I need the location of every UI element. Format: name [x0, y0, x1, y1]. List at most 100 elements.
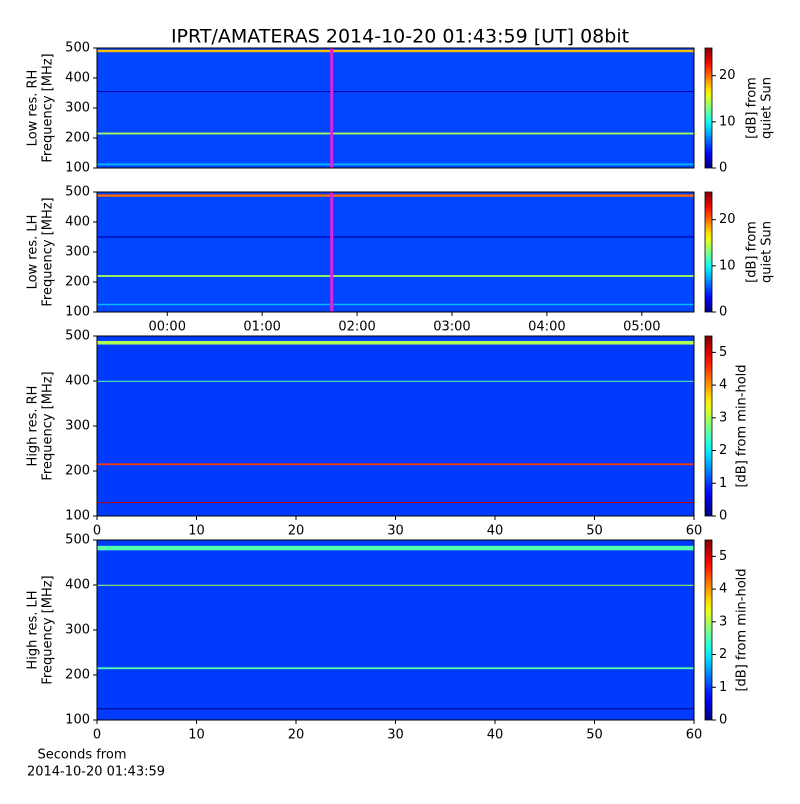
- x-tick-label: 50: [586, 524, 603, 539]
- y-tick-label: 200: [65, 275, 90, 290]
- x-tick-label: 60: [686, 524, 703, 539]
- x-tick-label: 02:00: [338, 320, 375, 335]
- heatmap-background: [97, 192, 694, 312]
- colorbar-label: [dB] from: [745, 221, 760, 283]
- x-tick-label: 60: [686, 728, 703, 743]
- y-tick-label: 100: [65, 161, 90, 176]
- heatmap-band: [97, 502, 694, 504]
- y-axis-label: High res. LH: [26, 590, 41, 669]
- x-tick-label: 20: [288, 524, 305, 539]
- colorbar-tick-label: 10: [719, 114, 736, 129]
- y-tick-label: 200: [65, 668, 90, 683]
- x-tick-label: 50: [586, 728, 603, 743]
- colorbar-tick-label: 2: [719, 647, 727, 662]
- x-tick-label: 40: [487, 524, 504, 539]
- colorbar: [704, 539, 713, 721]
- heatmap-band: [97, 340, 694, 345]
- colorbar-tick-label: 1: [719, 476, 727, 491]
- y-tick-label: 300: [65, 419, 90, 434]
- x-tick-label: 10: [188, 728, 205, 743]
- colorbar-tick-label: 5: [719, 549, 727, 564]
- x-tick-label: 03:00: [433, 320, 470, 335]
- y-tick-label: 500: [65, 329, 90, 344]
- heatmap-band: [97, 463, 694, 466]
- colorbar-tick-label: 0: [719, 161, 727, 176]
- y-axis-label: Low res. LH: [26, 215, 41, 290]
- y-tick-label: 400: [65, 215, 90, 230]
- colorbar-tick-label: 0: [719, 509, 727, 524]
- colorbar-tick-label: 4: [719, 582, 727, 597]
- colorbar-label: [dB] from min-hold: [735, 568, 750, 691]
- y-axis-label: Low res. RH: [26, 70, 41, 147]
- colorbar: [704, 335, 713, 517]
- colorbar-label: [dB] from: [745, 77, 760, 139]
- y-tick-label: 400: [65, 374, 90, 389]
- y-tick-label: 100: [65, 305, 90, 320]
- heatmap-band: [97, 667, 694, 670]
- colorbar-label: quiet Sun: [760, 77, 775, 139]
- colorbar-tick-label: 20: [719, 68, 736, 83]
- heatmap-band: [97, 303, 694, 306]
- y-axis-label: Frequency [MHz]: [41, 197, 56, 306]
- heatmap-band: [97, 236, 694, 238]
- heatmap-band: [97, 708, 694, 710]
- heatmap-band: [97, 132, 694, 135]
- y-tick-label: 200: [65, 464, 90, 479]
- heatmap-band: [97, 380, 694, 382]
- colorbar-tick-label: 10: [719, 258, 736, 273]
- x-tick-label: 05:00: [623, 320, 660, 335]
- x-tick-label: 10: [188, 524, 205, 539]
- y-tick-label: 300: [65, 623, 90, 638]
- heatmap-band: [97, 163, 694, 166]
- y-axis-label: Frequency [MHz]: [41, 371, 56, 480]
- y-tick-label: 500: [65, 533, 90, 548]
- y-axis-label: Frequency [MHz]: [41, 53, 56, 162]
- colorbar-tick-label: 0: [719, 713, 727, 728]
- x-tick-label: 0: [93, 524, 101, 539]
- colorbar-tick-label: 0: [719, 305, 727, 320]
- heatmap-band: [97, 49, 694, 53]
- colorbar: [704, 191, 713, 313]
- y-axis-label: Frequency [MHz]: [41, 575, 56, 684]
- x-tick-label: 20: [288, 728, 305, 743]
- colorbar-label: [dB] from min-hold: [735, 364, 750, 487]
- colorbar-tick-label: 20: [719, 212, 736, 227]
- y-tick-label: 500: [65, 41, 90, 56]
- colorbar: [704, 47, 713, 169]
- y-axis-label: High res. RH: [26, 386, 41, 467]
- colorbar-tick-label: 5: [719, 345, 727, 360]
- heatmap-background: [97, 540, 694, 720]
- y-tick-label: 500: [65, 185, 90, 200]
- x-tick-label: 30: [387, 728, 404, 743]
- x-tick-label: 00:00: [149, 320, 186, 335]
- x-tick-label: 40: [487, 728, 504, 743]
- y-tick-label: 400: [65, 578, 90, 593]
- x-tick-label: 04:00: [528, 320, 565, 335]
- y-tick-label: 100: [65, 509, 90, 524]
- figure-title: IPRT/AMATERAS 2014-10-20 01:43:59 [UT] 0…: [171, 26, 629, 48]
- x-tick-label: 30: [387, 524, 404, 539]
- x-tick-label: 0: [93, 728, 101, 743]
- x-axis-label: 2014-10-20 01:43:59: [27, 765, 165, 780]
- y-tick-label: 400: [65, 71, 90, 86]
- heatmap-band: [97, 584, 694, 586]
- heatmap-band: [97, 91, 694, 93]
- colorbar-tick-label: 3: [719, 410, 727, 425]
- colorbar-tick-label: 2: [719, 443, 727, 458]
- y-tick-label: 300: [65, 245, 90, 260]
- heatmap-background: [97, 336, 694, 516]
- y-tick-label: 200: [65, 131, 90, 146]
- heatmap-band: [97, 194, 694, 197]
- y-tick-label: 300: [65, 101, 90, 116]
- heatmap-band: [97, 275, 694, 277]
- heatmap-background: [97, 48, 694, 168]
- x-axis-label: Seconds from: [37, 748, 126, 763]
- heatmap-band: [97, 545, 694, 551]
- x-tick-label: 01:00: [243, 320, 280, 335]
- colorbar-tick-label: 4: [719, 378, 727, 393]
- colorbar-label: quiet Sun: [760, 221, 775, 283]
- colorbar-tick-label: 3: [719, 614, 727, 629]
- colorbar-tick-label: 1: [719, 680, 727, 695]
- y-tick-label: 100: [65, 713, 90, 728]
